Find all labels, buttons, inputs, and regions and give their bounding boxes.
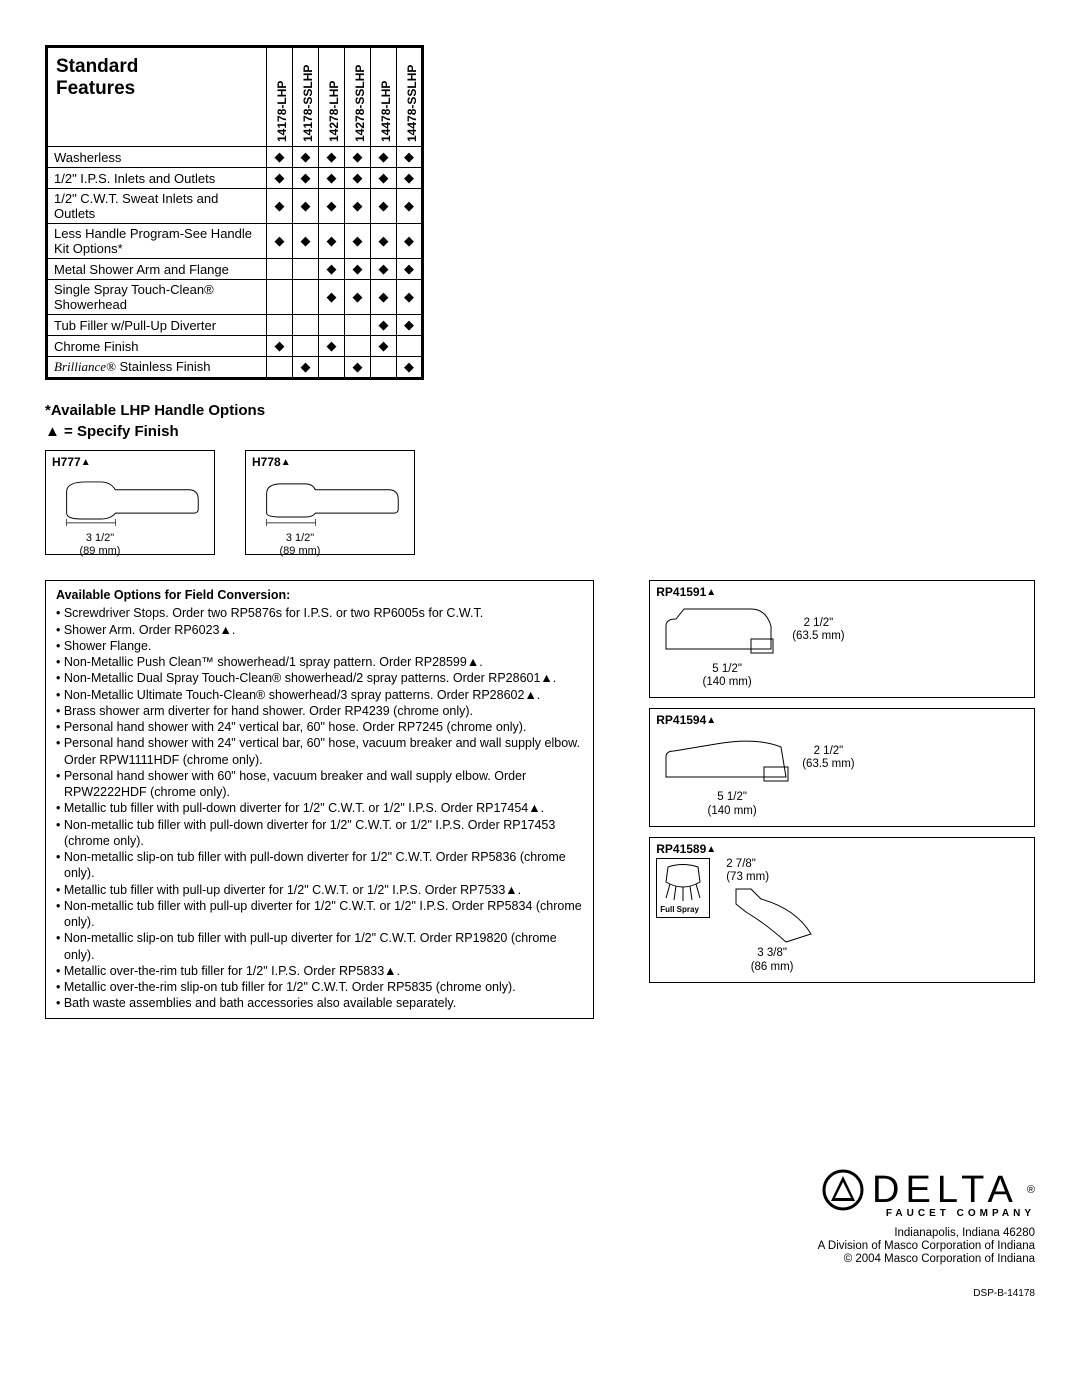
col-2: 14278-LHP bbox=[327, 52, 341, 142]
table-row: 1/2" C.W.T. Sweat Inlets and Outlets◆◆◆◆… bbox=[47, 189, 423, 224]
option-line: • Non-metallic slip-on tub filler with p… bbox=[56, 930, 583, 963]
option-line: • Metallic over-the-rim tub filler for 1… bbox=[56, 963, 583, 979]
handle-h777: H777 3 1/2"(89 mm) bbox=[45, 450, 215, 555]
handle-row: H777 3 1/2"(89 mm) H778 3 1/2"(89 mm) bbox=[45, 450, 1035, 555]
option-line: • Non-metallic tub filler with pull-up d… bbox=[56, 898, 583, 931]
option-line: • Bath waste assemblies and bath accesso… bbox=[56, 995, 583, 1011]
part-rp41594: RP41594 2 1/2"(63.5 mm) 5 1/2"(140 mm) bbox=[649, 708, 1035, 826]
table-row: Brilliance® Stainless Finish◆◆◆ bbox=[47, 357, 423, 379]
option-line: • Metallic tub filler with pull-up diver… bbox=[56, 882, 583, 898]
delta-logo-icon bbox=[822, 1169, 864, 1211]
option-line: • Brass shower arm diverter for hand sho… bbox=[56, 703, 583, 719]
footer: DELTA® FAUCET COMPANY Indianapolis, Indi… bbox=[45, 1169, 1035, 1300]
col-4: 14478-LHP bbox=[379, 52, 393, 142]
part-rp41591: RP41591 2 1/2"(63.5 mm) 5 1/2"(140 mm) bbox=[649, 580, 1035, 698]
col-0: 14178-LHP bbox=[275, 52, 289, 142]
option-line: • Shower Flange. bbox=[56, 638, 583, 654]
part-rp41589: RP41589 Full Spray 2 7/8"(73 mm) bbox=[649, 837, 1035, 983]
table-row: Chrome Finish◆◆◆ bbox=[47, 336, 423, 357]
table-row: 1/2" I.P.S. Inlets and Outlets◆◆◆◆◆◆ bbox=[47, 168, 423, 189]
option-line: • Metallic over-the-rim slip-on tub fill… bbox=[56, 979, 583, 995]
table-row: Single Spray Touch-Clean® Showerhead◆◆◆◆ bbox=[47, 280, 423, 315]
handle-h778: H778 3 1/2"(89 mm) bbox=[245, 450, 415, 555]
col-1: 14178-SSLHP bbox=[301, 52, 315, 142]
option-line: • Shower Arm. Order RP6023▲. bbox=[56, 622, 583, 638]
option-line: • Screwdriver Stops. Order two RP5876s f… bbox=[56, 605, 583, 621]
table-row: Washerless◆◆◆◆◆◆ bbox=[47, 147, 423, 168]
table-title: Standard Features bbox=[47, 47, 267, 147]
col-5: 14478-SSLHP bbox=[405, 52, 419, 142]
parts-column: RP41591 2 1/2"(63.5 mm) 5 1/2"(140 mm) R… bbox=[649, 580, 1035, 993]
table-row: Metal Shower Arm and Flange◆◆◆◆ bbox=[47, 259, 423, 280]
option-line: • Personal hand shower with 24" vertical… bbox=[56, 735, 583, 768]
footer-address: Indianapolis, Indiana 46280 A Division o… bbox=[818, 1227, 1035, 1267]
features-table: Standard Features 14178-LHP 14178-SSLHP … bbox=[45, 45, 424, 380]
doc-id: DSP-B-14178 bbox=[818, 1288, 1035, 1299]
col-3: 14278-SSLHP bbox=[353, 52, 367, 142]
option-line: • Personal hand shower with 24" vertical… bbox=[56, 719, 583, 735]
table-row: Tub Filler w/Pull-Up Diverter◆◆ bbox=[47, 315, 423, 336]
lhp-heading: *Available LHP Handle Options ▲ = Specif… bbox=[45, 400, 1035, 442]
option-line: • Non-metallic slip-on tub filler with p… bbox=[56, 849, 583, 882]
option-line: • Non-metallic tub filler with pull-down… bbox=[56, 817, 583, 850]
brand-name: DELTA bbox=[872, 1169, 1019, 1212]
table-row: Less Handle Program-See Handle Kit Optio… bbox=[47, 224, 423, 259]
